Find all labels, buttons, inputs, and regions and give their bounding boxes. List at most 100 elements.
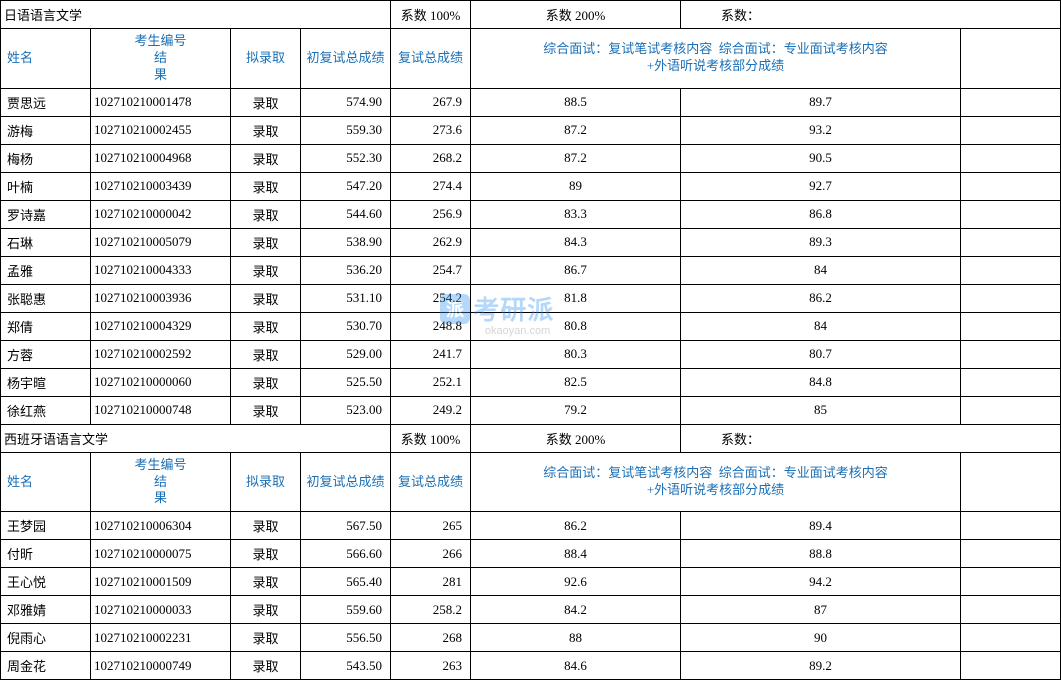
cell-score2: 268.2 xyxy=(391,144,471,172)
hdr-name: 姓名 xyxy=(1,452,91,512)
cell-interview2: 84.8 xyxy=(681,368,961,396)
table-row: 贾思远102710210001478录取574.90267.988.589.7 xyxy=(1,88,1061,116)
cell-empty xyxy=(961,228,1061,256)
cell-status: 录取 xyxy=(231,512,301,540)
cell-status: 录取 xyxy=(231,228,301,256)
cell-interview1: 89 xyxy=(471,172,681,200)
cell-status: 录取 xyxy=(231,568,301,596)
cell-status: 录取 xyxy=(231,116,301,144)
table-row: 方蓉102710210002592录取529.00241.780.380.7 xyxy=(1,340,1061,368)
section-title: 西班牙语语言文学 xyxy=(1,424,391,452)
cell-empty xyxy=(961,396,1061,424)
cell-interview2: 87 xyxy=(681,596,961,624)
coef1: 系数 100% xyxy=(391,424,471,452)
cell-empty xyxy=(961,368,1061,396)
cell-interview1: 80.8 xyxy=(471,312,681,340)
cell-id: 102710210000060 xyxy=(91,368,231,396)
cell-interview2: 80.7 xyxy=(681,340,961,368)
cell-id: 102710210002592 xyxy=(91,340,231,368)
cell-status: 录取 xyxy=(231,88,301,116)
table-row: 周金花102710210000749录取543.5026384.689.2 xyxy=(1,652,1061,680)
cell-status: 录取 xyxy=(231,624,301,652)
cell-id: 102710210004329 xyxy=(91,312,231,340)
cell-status: 录取 xyxy=(231,652,301,680)
cell-interview1: 83.3 xyxy=(471,200,681,228)
cell-score1: 525.50 xyxy=(301,368,391,396)
cell-status: 录取 xyxy=(231,172,301,200)
cell-score2: 274.4 xyxy=(391,172,471,200)
cell-id: 102710210003439 xyxy=(91,172,231,200)
cell-score1: 552.30 xyxy=(301,144,391,172)
cell-interview2: 89.4 xyxy=(681,512,961,540)
hdr-score2: 复试总成绩 xyxy=(391,452,471,512)
hdr-interview: 综合面试：复试笔试考核内容 综合面试：专业面试考核内容+外语听说考核部分成绩 xyxy=(471,29,961,89)
cell-empty xyxy=(961,652,1061,680)
table-row: 王心悦102710210001509录取565.4028192.694.2 xyxy=(1,568,1061,596)
cell-score1: 529.00 xyxy=(301,340,391,368)
cell-interview1: 84.3 xyxy=(471,228,681,256)
table-row: 孟雅102710210004333录取536.20254.786.784 xyxy=(1,256,1061,284)
table-row: 梅杨102710210004968录取552.30268.287.290.5 xyxy=(1,144,1061,172)
cell-status: 录取 xyxy=(231,368,301,396)
cell-interview1: 88 xyxy=(471,624,681,652)
cell-interview1: 81.8 xyxy=(471,284,681,312)
cell-score1: 574.90 xyxy=(301,88,391,116)
cell-status: 录取 xyxy=(231,284,301,312)
cell-interview2: 84 xyxy=(681,312,961,340)
cell-interview2: 89.3 xyxy=(681,228,961,256)
table-row: 游梅102710210002455录取559.30273.687.293.2 xyxy=(1,116,1061,144)
cell-interview1: 80.3 xyxy=(471,340,681,368)
table-row: 邓雅婧102710210000033录取559.60258.284.287 xyxy=(1,596,1061,624)
table-row: 郑倩102710210004329录取530.70248.880.884 xyxy=(1,312,1061,340)
cell-score1: 543.50 xyxy=(301,652,391,680)
table-row: 倪雨心102710210002231录取556.502688890 xyxy=(1,624,1061,652)
cell-name: 梅杨 xyxy=(1,144,91,172)
cell-empty xyxy=(961,144,1061,172)
cell-status: 录取 xyxy=(231,144,301,172)
cell-score1: 566.60 xyxy=(301,540,391,568)
cell-score1: 523.00 xyxy=(301,396,391,424)
cell-name: 罗诗嘉 xyxy=(1,200,91,228)
cell-status: 录取 xyxy=(231,256,301,284)
cell-score2: 254.7 xyxy=(391,256,471,284)
cell-empty xyxy=(961,568,1061,596)
cell-empty xyxy=(961,624,1061,652)
cell-score2: 256.9 xyxy=(391,200,471,228)
cell-name: 邓雅婧 xyxy=(1,596,91,624)
hdr-last xyxy=(961,29,1061,89)
cell-id: 102710210005079 xyxy=(91,228,231,256)
cell-id: 102710210001478 xyxy=(91,88,231,116)
cell-empty xyxy=(961,172,1061,200)
cell-status: 录取 xyxy=(231,312,301,340)
cell-score1: 531.10 xyxy=(301,284,391,312)
cell-status: 录取 xyxy=(231,200,301,228)
table-row: 叶楠102710210003439录取547.20274.48992.7 xyxy=(1,172,1061,200)
table-row: 石琳102710210005079录取538.90262.984.389.3 xyxy=(1,228,1061,256)
cell-score2: 241.7 xyxy=(391,340,471,368)
cell-score2: 262.9 xyxy=(391,228,471,256)
cell-score2: 254.2 xyxy=(391,284,471,312)
hdr-last xyxy=(961,452,1061,512)
hdr-score1: 初复试总成绩 xyxy=(301,452,391,512)
cell-score1: 559.30 xyxy=(301,116,391,144)
cell-empty xyxy=(961,596,1061,624)
cell-interview1: 84.2 xyxy=(471,596,681,624)
coef3: 系数： xyxy=(681,424,1061,452)
cell-interview1: 87.2 xyxy=(471,144,681,172)
cell-score2: 267.9 xyxy=(391,88,471,116)
cell-score2: 281 xyxy=(391,568,471,596)
cell-id: 102710210006304 xyxy=(91,512,231,540)
cell-interview1: 88.4 xyxy=(471,540,681,568)
cell-interview1: 87.2 xyxy=(471,116,681,144)
cell-id: 102710210000748 xyxy=(91,396,231,424)
cell-empty xyxy=(961,312,1061,340)
cell-score1: 536.20 xyxy=(301,256,391,284)
cell-score2: 252.1 xyxy=(391,368,471,396)
cell-empty xyxy=(961,88,1061,116)
cell-score2: 248.8 xyxy=(391,312,471,340)
cell-status: 录取 xyxy=(231,540,301,568)
hdr-score1: 初复试总成绩 xyxy=(301,29,391,89)
cell-interview1: 92.6 xyxy=(471,568,681,596)
hdr-score2: 复试总成绩 xyxy=(391,29,471,89)
cell-id: 102710210002455 xyxy=(91,116,231,144)
